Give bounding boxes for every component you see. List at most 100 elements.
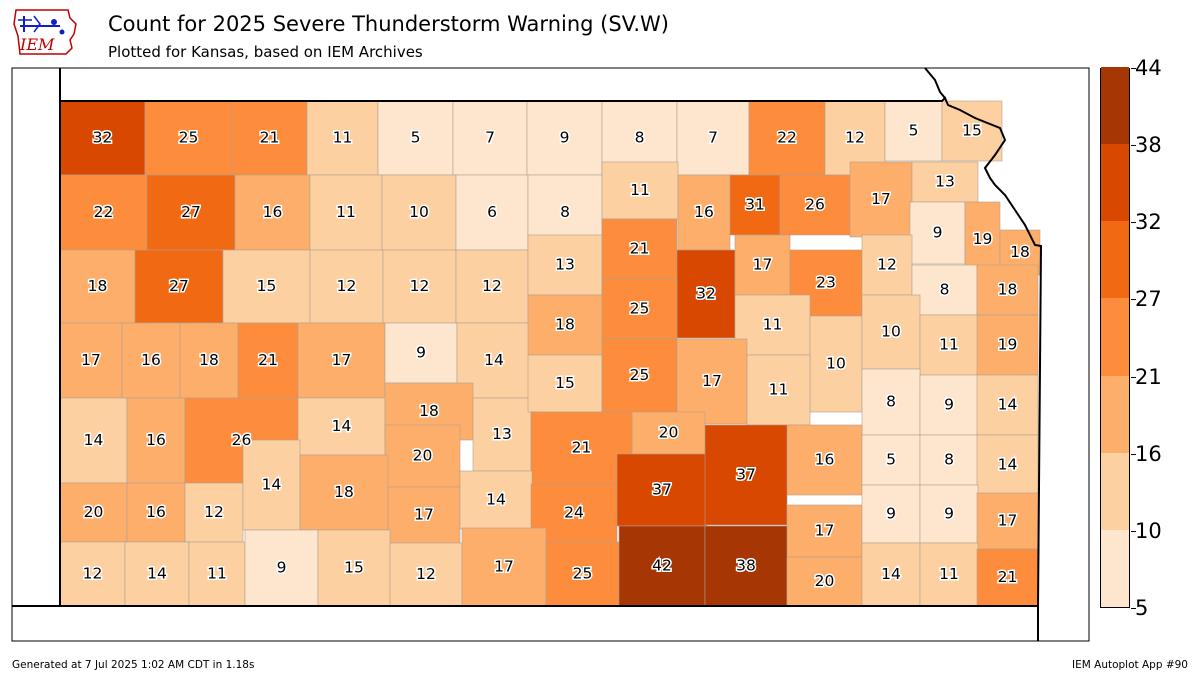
county-count-label: 12 bbox=[410, 277, 430, 295]
county-count-label: 37 bbox=[652, 481, 672, 499]
footer-app: IEM Autoplot App #90 bbox=[1072, 659, 1188, 671]
county-count-label: 37 bbox=[736, 466, 756, 484]
county-fill bbox=[530, 411, 633, 485]
chart-subtitle: Plotted for Kansas, based on IEM Archive… bbox=[108, 43, 423, 61]
county-count-label: 14 bbox=[998, 456, 1018, 474]
county-count-label: 7 bbox=[708, 129, 718, 147]
colorbar-tick-label: 16 bbox=[1135, 441, 1162, 466]
county-fill bbox=[779, 174, 851, 236]
county-count-label: 18 bbox=[199, 351, 219, 369]
footer-generated: Generated at 7 Jul 2025 1:02 AM CDT in 1… bbox=[12, 659, 255, 671]
county-fill bbox=[919, 314, 979, 376]
county-count-label: 8 bbox=[560, 203, 570, 221]
county-count-label: 17 bbox=[702, 372, 722, 390]
county-fill bbox=[461, 527, 547, 607]
county-fill bbox=[676, 249, 736, 339]
colorbar-segment bbox=[1101, 452, 1129, 530]
county-fill bbox=[309, 249, 384, 324]
county-fill bbox=[631, 411, 706, 455]
county-fill bbox=[704, 525, 788, 607]
county-count-label: 15 bbox=[344, 559, 364, 577]
county-fill bbox=[748, 100, 826, 176]
county-fill bbox=[861, 484, 921, 544]
logo-text: IEM bbox=[19, 35, 55, 54]
county-fill bbox=[861, 542, 921, 607]
county-count-label: 14 bbox=[262, 476, 282, 494]
county-count-label: 6 bbox=[487, 203, 497, 221]
county-count-label: 16 bbox=[263, 203, 283, 221]
county-fill bbox=[184, 482, 244, 543]
county-count-label: 9 bbox=[886, 505, 896, 523]
county-fill bbox=[126, 482, 186, 543]
county-count-label: 16 bbox=[815, 451, 835, 469]
county-count-label: 12 bbox=[416, 565, 436, 583]
county-fill bbox=[861, 294, 921, 370]
county-count-label: 16 bbox=[141, 351, 161, 369]
county-count-label: 10 bbox=[826, 355, 846, 373]
county-count-label: 12 bbox=[83, 565, 103, 583]
county-count-label: 26 bbox=[805, 196, 825, 214]
county-count-label: 25 bbox=[573, 565, 593, 583]
county-count-label: 42 bbox=[652, 557, 672, 575]
county-fill bbox=[964, 201, 1001, 278]
county-count-label: 32 bbox=[93, 129, 113, 147]
county-count-label: 15 bbox=[257, 277, 277, 295]
county-count-label: 12 bbox=[845, 129, 865, 147]
county-fill bbox=[527, 294, 603, 356]
county-fill bbox=[299, 454, 389, 531]
county-count-label: 12 bbox=[204, 503, 224, 521]
kansas-outline bbox=[59, 68, 1043, 607]
county-fill bbox=[527, 354, 603, 413]
county-count-label: 14 bbox=[881, 565, 901, 583]
county-fill bbox=[389, 542, 463, 607]
county-fill bbox=[179, 322, 239, 399]
county-count-label: 10 bbox=[881, 323, 901, 341]
county-count-label: 11 bbox=[769, 381, 789, 399]
county-fill bbox=[976, 492, 1039, 550]
colorbar bbox=[1100, 67, 1130, 608]
county-count-label: 17 bbox=[332, 351, 352, 369]
county-count-label: 11 bbox=[333, 129, 353, 147]
county-count-label: 20 bbox=[84, 503, 104, 521]
colorbar-segment bbox=[1101, 221, 1129, 299]
colorbar-tick-label: 38 bbox=[1135, 133, 1162, 158]
county-count-label: 27 bbox=[169, 277, 189, 295]
county-fill bbox=[459, 470, 533, 530]
county-count-label: 25 bbox=[630, 366, 650, 384]
colorbar-tick-label: 27 bbox=[1135, 287, 1162, 312]
county-count-label: 11 bbox=[939, 565, 959, 583]
county-count-label: 11 bbox=[630, 181, 650, 199]
colorbar-tick bbox=[1131, 530, 1136, 532]
county-fill bbox=[527, 234, 603, 296]
county-fill bbox=[382, 249, 457, 324]
county-fill bbox=[941, 100, 1003, 162]
county-count-label: 17 bbox=[494, 558, 514, 576]
county-fill bbox=[452, 100, 528, 176]
county-fill bbox=[734, 294, 811, 356]
colorbar-tick bbox=[1131, 68, 1136, 69]
county-count-label: 21 bbox=[260, 129, 280, 147]
county-fill bbox=[919, 484, 979, 544]
county-fill bbox=[472, 397, 532, 472]
county-fill bbox=[976, 374, 1039, 436]
county-count-label: 8 bbox=[940, 281, 950, 299]
county-fill bbox=[59, 541, 126, 607]
county-fill bbox=[188, 541, 246, 607]
county-count-label: 11 bbox=[763, 316, 783, 334]
county-count-label: 17 bbox=[998, 512, 1018, 530]
county-fill bbox=[59, 174, 148, 251]
county-count-label: 18 bbox=[555, 316, 575, 334]
kansas-county-map: 32 25 21 11 5 7 9 8 7 22 12 5 15 22 27 16 11 10 6 8 11 16 31 26… bbox=[11, 67, 1090, 642]
county-count-label: 23 bbox=[816, 274, 836, 292]
county-count-label: 9 bbox=[933, 224, 943, 242]
county-fill bbox=[601, 218, 678, 280]
county-fill bbox=[381, 174, 457, 251]
county-count-label: 25 bbox=[630, 300, 650, 318]
county-count-label: 27 bbox=[181, 203, 201, 221]
county-fill bbox=[231, 100, 308, 176]
county-count-label: 22 bbox=[94, 203, 114, 221]
county-fill bbox=[297, 397, 386, 456]
county-fill bbox=[146, 174, 236, 251]
county-fill bbox=[317, 529, 391, 607]
county-count-label: 14 bbox=[84, 431, 104, 449]
